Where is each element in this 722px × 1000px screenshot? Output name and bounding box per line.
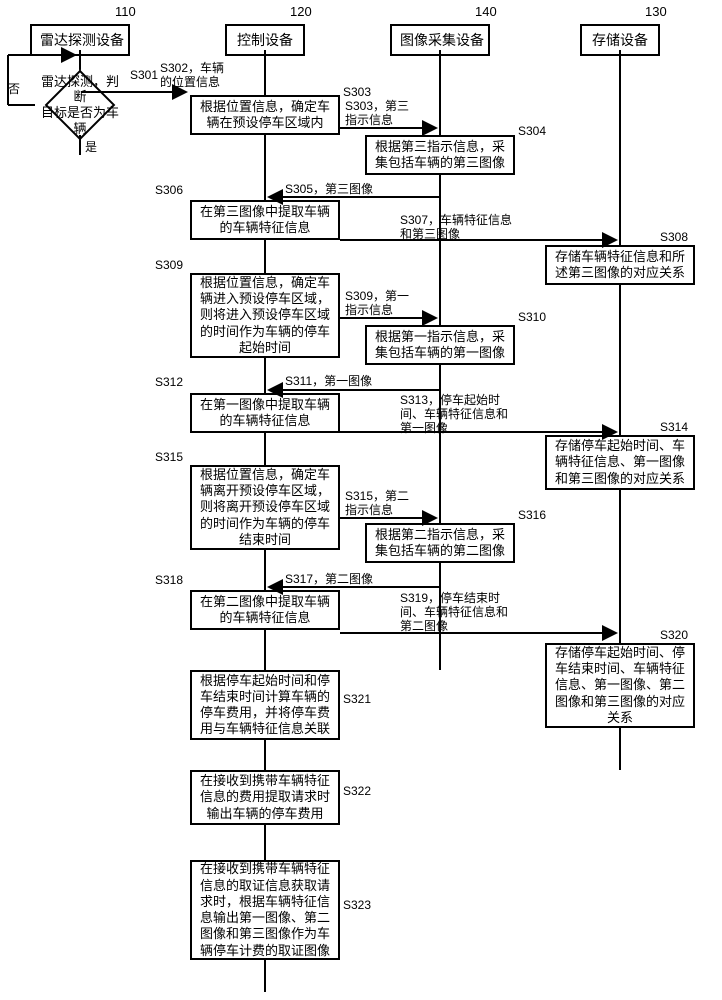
box-s320: 存储停车起始时间、停 车结束时间、车辆特征 信息、第一图像、第二 图像和第三图像… xyxy=(545,643,695,728)
step-s309: S309 xyxy=(155,258,183,272)
box-s322-text: 在接收到携带车辆特征 信息的费用提取请求时 输出车辆的停车费用 xyxy=(196,773,334,822)
box-s323: 在接收到携带车辆特征 信息的取证信息获取请 求时，根据车辆特征信 息输出第一图像… xyxy=(190,860,340,960)
box-s312: 在第一图像中提取车辆 的车辆特征信息 xyxy=(190,393,340,433)
lane-storage-label: 存储设备 xyxy=(592,32,648,48)
box-s318-text: 在第二图像中提取车辆 的车辆特征信息 xyxy=(196,594,334,627)
box-s315-text: 根据位置信息，确定车 辆离开预设停车区域， 则将离开预设停车区域 的时间作为车辆… xyxy=(196,467,334,548)
step-s310: S310 xyxy=(518,310,546,324)
msg-s303: S303，第三 指示信息 xyxy=(345,100,409,128)
box-s306: 在第三图像中提取车辆 的车辆特征信息 xyxy=(190,200,340,240)
box-s308-text: 存储车辆特征信息和所 述第三图像的对应关系 xyxy=(551,249,689,282)
msg-s305: S305，第三图像 xyxy=(285,183,373,197)
step-s312: S312 xyxy=(155,375,183,389)
step-s306: S306 xyxy=(155,183,183,197)
step-s323: S323 xyxy=(343,898,371,912)
lane-image-label: 图像采集设备 xyxy=(400,32,484,48)
msg-s307: S307，车辆特征信息 和第三图像 xyxy=(400,214,512,242)
box-s310-text: 根据第一指示信息，采 集包括车辆的第一图像 xyxy=(371,329,509,362)
box-s322: 在接收到携带车辆特征 信息的费用提取请求时 输出车辆的停车费用 xyxy=(190,770,340,825)
box-s312-text: 在第一图像中提取车辆 的车辆特征信息 xyxy=(196,397,334,430)
msg-s313: S313，停车起始时 间、车辆特征信息和 第一图像 xyxy=(400,394,508,435)
box-s321-text: 根据停车起始时间和停 车结束时间计算车辆的 停车费用，并将停车费 用与车辆特征信… xyxy=(196,673,334,738)
box-s304-text: 根据第三指示信息，采 集包括车辆的第三图像 xyxy=(371,139,509,172)
step-s314: S314 xyxy=(660,420,688,434)
box-s309: 根据位置信息，确定车 辆进入预设停车区域， 则将进入预设停车区域 的时间作为车辆… xyxy=(190,273,340,358)
lane-radar-id: 110 xyxy=(115,4,136,19)
label-no: 否 xyxy=(8,80,20,97)
msg-s315: S315，第二 指示信息 xyxy=(345,490,409,518)
box-s303-text: 根据位置信息，确定车 辆在预设停车区域内 xyxy=(196,99,334,132)
box-s315: 根据位置信息，确定车 辆离开预设停车区域， 则将离开预设停车区域 的时间作为车辆… xyxy=(190,465,340,550)
box-s310: 根据第一指示信息，采 集包括车辆的第一图像 xyxy=(365,325,515,365)
lane-radar-label: 雷达探测设备 xyxy=(40,32,124,48)
step-s320: S320 xyxy=(660,628,688,642)
step-s322: S322 xyxy=(343,784,371,798)
msg-s309: S309，第一 指示信息 xyxy=(345,290,409,318)
lane-image-id: 140 xyxy=(475,4,497,19)
msg-s311: S311，第一图像 xyxy=(285,375,372,389)
sequence-diagram: 雷达探测设备 110 控制设备 120 图像采集设备 140 存储设备 130 … xyxy=(0,0,722,1000)
step-s316: S316 xyxy=(518,508,546,522)
step-s315: S315 xyxy=(155,450,183,464)
step-s301: S301 xyxy=(130,68,158,82)
lane-control-id: 120 xyxy=(290,4,312,19)
box-s318: 在第二图像中提取车辆 的车辆特征信息 xyxy=(190,590,340,630)
box-s314: 存储停车起始时间、车 辆特征信息、第一图像 和第三图像的对应关系 xyxy=(545,435,695,490)
msg-s302: S302，车辆 的位置信息 xyxy=(160,62,224,90)
box-s321: 根据停车起始时间和停 车结束时间计算车辆的 停车费用，并将停车费 用与车辆特征信… xyxy=(190,670,340,740)
box-s303: 根据位置信息，确定车 辆在预设停车区域内 xyxy=(190,95,340,135)
step-s304: S304 xyxy=(518,124,546,138)
msg-s319: S319，停车结束时 间、车辆特征信息和 第二图像 xyxy=(400,592,508,633)
box-s316-text: 根据第二指示信息，采 集包括车辆的第二图像 xyxy=(371,527,509,560)
step-s303: S303 xyxy=(343,85,371,99)
decision-text: 雷达探测，判断 目标是否为车辆 xyxy=(35,74,125,136)
step-s308: S308 xyxy=(660,230,688,244)
lane-control-label: 控制设备 xyxy=(237,32,293,48)
box-s308: 存储车辆特征信息和所 述第三图像的对应关系 xyxy=(545,245,695,285)
label-yes: 是 xyxy=(85,138,97,155)
lane-storage-id: 130 xyxy=(645,4,667,19)
box-s316: 根据第二指示信息，采 集包括车辆的第二图像 xyxy=(365,523,515,563)
box-s304: 根据第三指示信息，采 集包括车辆的第三图像 xyxy=(365,135,515,175)
box-s320-text: 存储停车起始时间、停 车结束时间、车辆特征 信息、第一图像、第二 图像和第三图像… xyxy=(551,645,689,726)
box-s323-text: 在接收到携带车辆特征 信息的取证信息获取请 求时，根据车辆特征信 息输出第一图像… xyxy=(196,861,334,959)
decision-diamond: 雷达探测，判断 目标是否为车辆 xyxy=(35,75,125,135)
box-s306-text: 在第三图像中提取车辆 的车辆特征信息 xyxy=(196,204,334,237)
box-s309-text: 根据位置信息，确定车 辆进入预设停车区域， 则将进入预设停车区域 的时间作为车辆… xyxy=(196,275,334,356)
step-s318: S318 xyxy=(155,573,183,587)
box-s314-text: 存储停车起始时间、车 辆特征信息、第一图像 和第三图像的对应关系 xyxy=(551,438,689,487)
step-s321: S321 xyxy=(343,692,371,706)
msg-s317: S317，第二图像 xyxy=(285,573,373,587)
